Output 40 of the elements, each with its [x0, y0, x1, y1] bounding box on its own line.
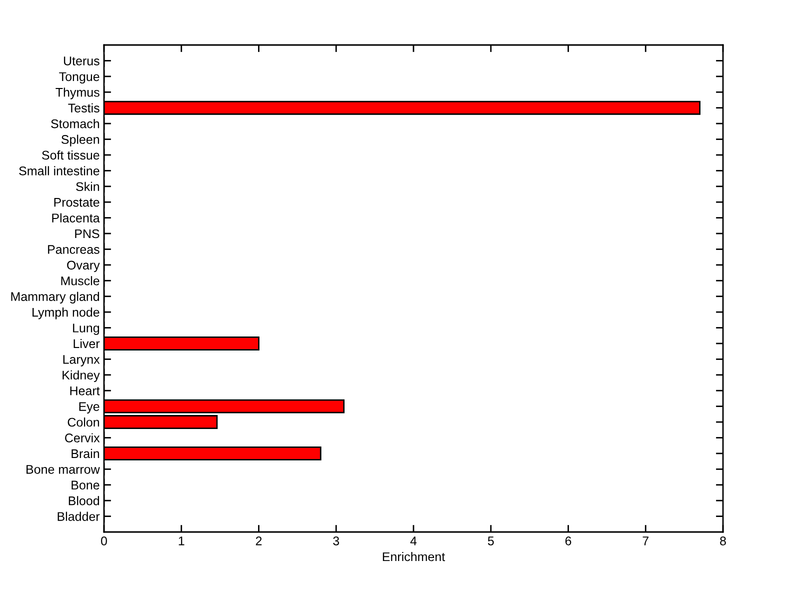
y-tick-label: Lung [73, 324, 100, 335]
y-tick-label: Colon [68, 418, 100, 427]
x-tick-label: 4 [410, 536, 417, 546]
x-tick-label: 0 [101, 536, 107, 546]
x-tick-label: 5 [488, 536, 494, 546]
y-tick-label: Small intestine [19, 166, 100, 176]
y-tick-label: Testis [68, 103, 100, 112]
y-tick-label: Skin [76, 182, 100, 192]
x-tick-label: 7 [642, 536, 648, 546]
y-tick-label: Placenta [52, 213, 100, 222]
y-tick-label: Blood [68, 496, 100, 506]
y-tick-label: Pancreas [48, 245, 100, 254]
y-tick-label: Cervix [65, 433, 100, 442]
y-tick-label: Stomach [51, 119, 100, 128]
y-tick-label: Bone marrow [26, 465, 100, 474]
y-tick-label: Ovary [67, 260, 100, 272]
y-tick-label: Heart [70, 386, 100, 396]
y-tick-label: Eye [79, 402, 100, 414]
y-tick-label: Muscle [61, 276, 100, 286]
y-tick-label: PNS [75, 229, 100, 238]
y-tick-label: Uterus [64, 56, 100, 66]
x-tick-label: 3 [333, 536, 340, 546]
y-tick-label: Larynx [63, 355, 100, 366]
y-tick-label: Prostate [54, 198, 100, 207]
y-tick-label: Spleen [61, 134, 100, 146]
x-tick-label: 6 [565, 536, 572, 546]
y-tick-label: Tongue [59, 72, 100, 84]
y-tick-label: Lymph node [32, 308, 100, 320]
y-tick-label: Soft tissue [42, 150, 100, 160]
y-tick-label: Thymus [56, 88, 100, 100]
y-tick-label: Bone [72, 480, 100, 490]
y-tick-label: Brain [72, 448, 100, 458]
x-tick-label: 1 [178, 536, 184, 546]
y-tick-label: Mammary gland [11, 292, 100, 304]
x-tick-label: 8 [720, 536, 726, 546]
y-tick-label: Kidney [62, 370, 100, 382]
y-tick-label: Bladder [58, 512, 100, 521]
x-axis-title: Enrichment [382, 552, 446, 562]
x-tick-label: 2 [256, 536, 262, 546]
y-tick-label: Liver [74, 338, 100, 348]
